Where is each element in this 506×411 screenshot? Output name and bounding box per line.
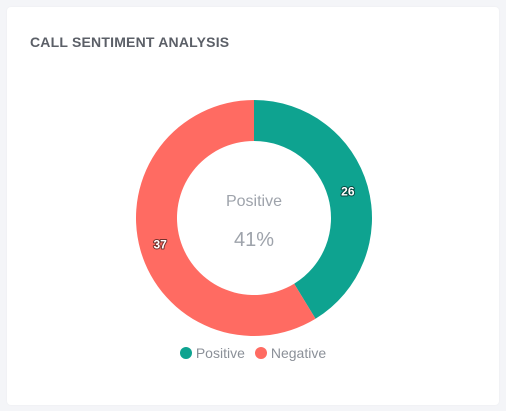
data-label-positive: 26 (341, 185, 355, 199)
chart-legend: Positive Negative (0, 345, 506, 361)
donut-slices (135, 100, 372, 337)
card-title: CALL SENTIMENT ANALYSIS (30, 34, 230, 50)
legend-label-positive: Positive (195, 345, 245, 361)
data-label-negative: 37 (153, 237, 167, 251)
donut-slice-negative[interactable] (135, 100, 316, 337)
chart-card: CALL SENTIMENT ANALYSIS (7, 7, 499, 405)
legend-marker-positive (179, 347, 192, 359)
legend-label-negative: Negative (270, 345, 327, 361)
legend-marker-negative (254, 347, 267, 359)
legend-item-negative[interactable]: Negative (254, 345, 327, 361)
donut-center-value: 41% (234, 229, 274, 251)
legend-item-positive[interactable]: Positive (179, 345, 245, 361)
donut-data-labels: 26 37 (152, 184, 355, 253)
donut-center-label: Positive (226, 193, 282, 210)
donut-slice-positive[interactable] (254, 100, 372, 319)
